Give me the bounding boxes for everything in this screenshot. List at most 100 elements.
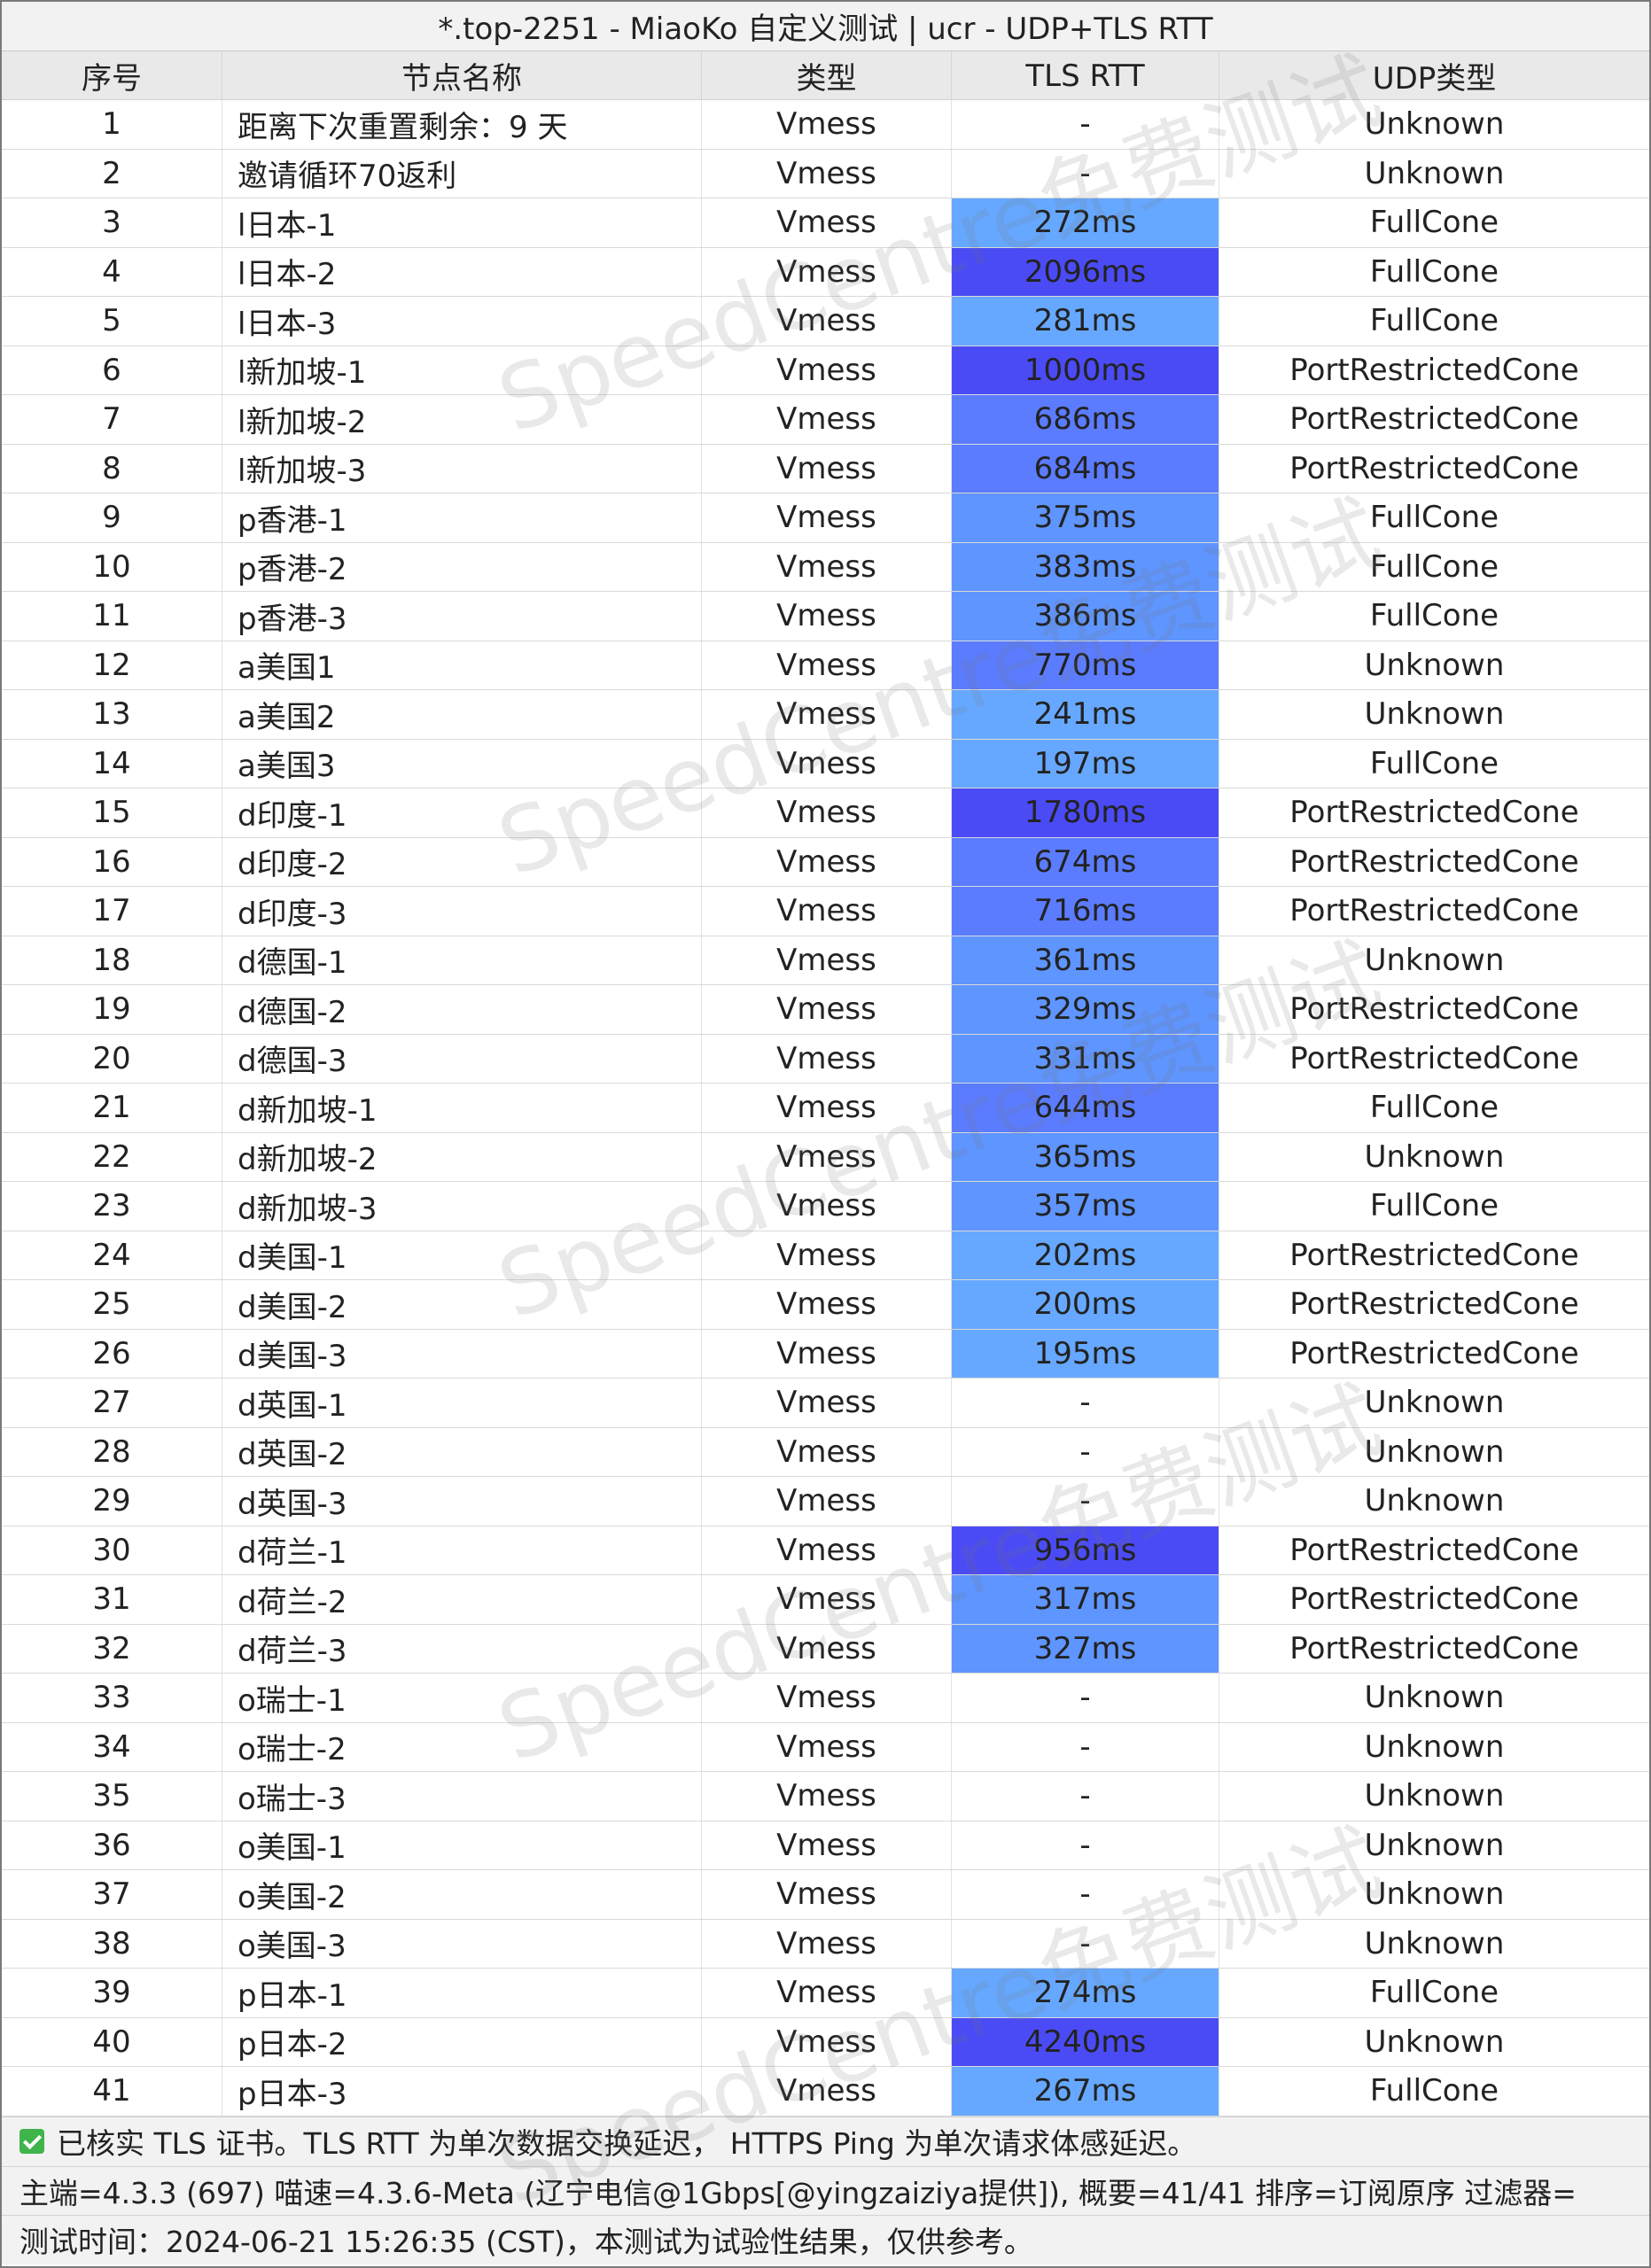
row-udp-type: FullCone <box>1369 205 1499 241</box>
header-type: 类型 <box>702 51 952 100</box>
row-type: Vmess <box>702 1280 952 1329</box>
row-index: 41 <box>2 2067 222 2116</box>
row-index: 19 <box>2 985 222 1034</box>
row-udp-type: Unknown <box>1364 2023 1505 2060</box>
row-index: 26 <box>2 1329 222 1378</box>
table-row: 1 距离下次重置剩余：9 天 Vmess - Unknown <box>2 100 1649 150</box>
footer-note: 已核实 TLS 证书。TLS RTT 为单次数据交换延迟， HTTPS Ping… <box>2 2117 1649 2166</box>
row-type: Vmess <box>702 887 952 936</box>
row-udp-type: PortRestrictedCone <box>1289 1532 1579 1568</box>
row-node-name: l日本-3 <box>222 297 702 346</box>
table-row: 26 d美国-3 Vmess 195ms PortRestrictedCone <box>2 1329 1649 1379</box>
table-row: 21 d新加坡-1 Vmess 644ms FullCone <box>2 1084 1649 1133</box>
table-row: 9 p香港-1 Vmess 375ms FullCone <box>2 493 1649 543</box>
footer-test-time: 测试时间：2024-06-21 15:26:35 (CST)，本测试为试验性结果… <box>2 2215 1649 2264</box>
row-tls-rtt: 674ms <box>952 837 1219 886</box>
table-row: 11 p香港-3 Vmess 386ms FullCone <box>2 592 1649 641</box>
row-tls-rtt: 716ms <box>952 887 1219 936</box>
row-node-name: d德国-3 <box>222 1034 702 1083</box>
row-node-name: p日本-3 <box>222 2067 702 2116</box>
table-row: 32 d荷兰-3 Vmess 327ms PortRestrictedCone <box>2 1624 1649 1674</box>
row-node-name: o瑞士-3 <box>222 1772 702 1821</box>
row-type: Vmess <box>702 1427 952 1476</box>
row-tls-rtt: - <box>952 1772 1219 1821</box>
table-row: 3 l日本-1 Vmess 272ms FullCone <box>2 198 1649 248</box>
row-udp-type: FullCone <box>1369 745 1499 781</box>
row-index: 18 <box>2 936 222 984</box>
row-node-name: o瑞士-2 <box>222 1722 702 1771</box>
row-node-name: d美国-1 <box>222 1231 702 1279</box>
row-tls-rtt: 386ms <box>952 592 1219 641</box>
row-index: 8 <box>2 444 222 493</box>
row-tls-rtt: - <box>952 1722 1219 1771</box>
row-tls-rtt: - <box>952 1919 1219 1968</box>
row-udp-type: FullCone <box>1369 1090 1499 1126</box>
row-udp-type: Unknown <box>1364 1876 1505 1913</box>
row-udp-type: PortRestrictedCone <box>1289 1630 1579 1666</box>
row-tls-rtt: 4240ms <box>952 2017 1219 2066</box>
table-row: 34 o瑞士-2 Vmess - Unknown <box>2 1722 1649 1772</box>
table-row: 5 l日本-3 Vmess 281ms FullCone <box>2 297 1649 346</box>
row-udp-type: Unknown <box>1364 1483 1505 1519</box>
row-tls-rtt: 195ms <box>952 1329 1219 1378</box>
row-type: Vmess <box>702 1821 952 1869</box>
row-type: Vmess <box>702 149 952 198</box>
checkbox-checked-icon <box>19 2129 44 2155</box>
row-node-name: p香港-1 <box>222 493 702 542</box>
row-node-name: d新加坡-3 <box>222 1182 702 1231</box>
row-index: 36 <box>2 1821 222 1869</box>
row-index: 27 <box>2 1379 222 1427</box>
row-tls-rtt: 317ms <box>952 1575 1219 1624</box>
row-tls-rtt: - <box>952 1477 1219 1526</box>
row-udp-type: PortRestrictedCone <box>1289 991 1579 1028</box>
row-udp-type: Unknown <box>1364 1680 1505 1716</box>
row-type: Vmess <box>702 1969 952 2017</box>
row-tls-rtt: 1000ms <box>952 346 1219 394</box>
row-node-name: d美国-2 <box>222 1280 702 1329</box>
row-index: 17 <box>2 887 222 936</box>
row-type: Vmess <box>702 1231 952 1279</box>
header-node-name: 节点名称 <box>222 51 702 100</box>
row-type: Vmess <box>702 1674 952 1722</box>
row-tls-rtt: 281ms <box>952 297 1219 346</box>
row-tls-rtt: 274ms <box>952 1969 1219 2017</box>
row-index: 24 <box>2 1231 222 1279</box>
table-row: 8 l新加坡-3 Vmess 684ms PortRestrictedCone <box>2 444 1649 493</box>
row-index: 20 <box>2 1034 222 1083</box>
table-row: 29 d英国-3 Vmess - Unknown <box>2 1477 1649 1526</box>
row-node-name: d英国-1 <box>222 1379 702 1427</box>
row-type: Vmess <box>702 1772 952 1821</box>
row-node-name: o美国-1 <box>222 1821 702 1869</box>
footer-backend-info: 主端=4.3.3 (697) 喵速=4.3.6-Meta (辽宁电信@1Gbps… <box>2 2165 1649 2215</box>
row-udp-type: Unknown <box>1364 696 1505 733</box>
row-type: Vmess <box>702 1182 952 1231</box>
row-node-name: d德国-2 <box>222 985 702 1034</box>
row-tls-rtt: 365ms <box>952 1132 1219 1181</box>
row-node-name: d印度-1 <box>222 788 702 837</box>
row-type: Vmess <box>702 542 952 591</box>
row-udp-type: FullCone <box>1369 2073 1499 2109</box>
row-type: Vmess <box>702 346 952 394</box>
row-udp-type: PortRestrictedCone <box>1289 1581 1579 1618</box>
row-type: Vmess <box>702 985 952 1034</box>
row-index: 7 <box>2 395 222 444</box>
row-index: 23 <box>2 1182 222 1231</box>
row-type: Vmess <box>702 247 952 296</box>
row-tls-rtt: 686ms <box>952 395 1219 444</box>
table-row: 17 d印度-3 Vmess 716ms PortRestrictedCone <box>2 887 1649 936</box>
row-type: Vmess <box>702 592 952 641</box>
row-node-name: p日本-2 <box>222 2017 702 2066</box>
row-type: Vmess <box>702 1575 952 1624</box>
row-udp-type: Unknown <box>1364 647 1505 683</box>
table-row: 40 p日本-2 Vmess 4240ms Unknown <box>2 2017 1649 2067</box>
row-index: 5 <box>2 297 222 346</box>
row-udp-type: Unknown <box>1364 942 1505 978</box>
row-tls-rtt: 200ms <box>952 1280 1219 1329</box>
table-row: 10 p香港-2 Vmess 383ms FullCone <box>2 542 1649 592</box>
row-type: Vmess <box>702 690 952 739</box>
table-row: 39 p日本-1 Vmess 274ms FullCone <box>2 1969 1649 2018</box>
row-index: 3 <box>2 198 222 247</box>
row-type: Vmess <box>702 1526 952 1574</box>
row-index: 37 <box>2 1870 222 1919</box>
row-udp-type: Unknown <box>1364 1385 1505 1421</box>
